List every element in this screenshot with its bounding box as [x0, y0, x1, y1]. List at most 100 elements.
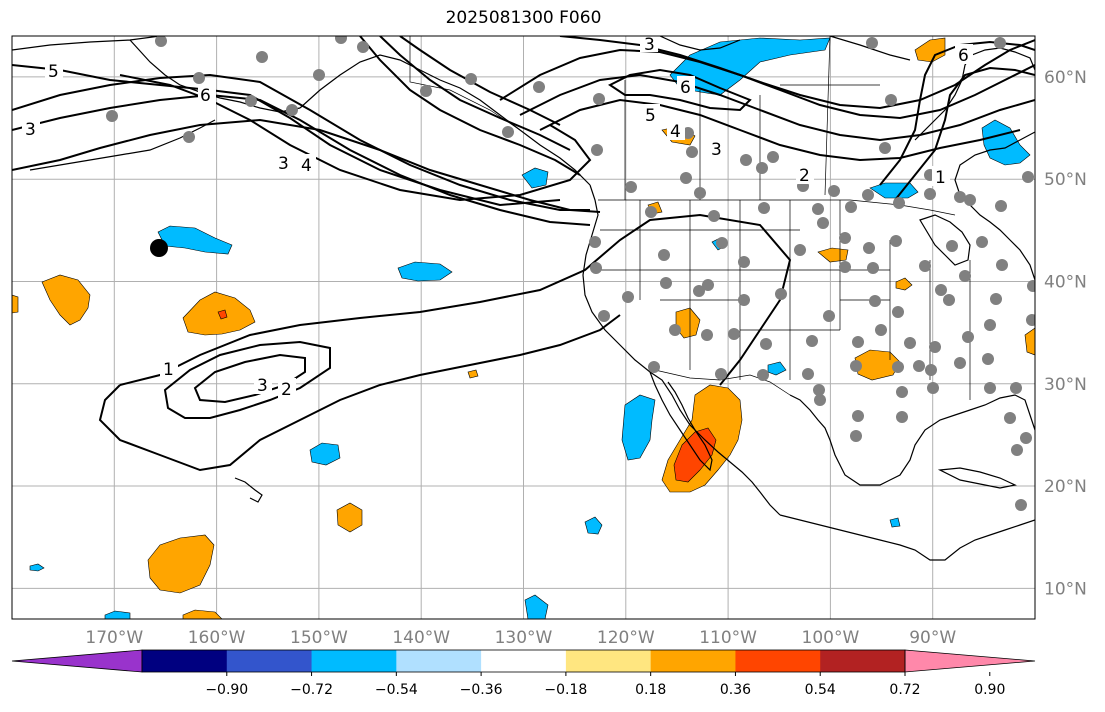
station-dot [817, 217, 829, 229]
lon-label-4: 130°W [495, 628, 553, 648]
border-us-mexico [654, 369, 791, 396]
station-dot [982, 353, 994, 365]
contour-line-east-2 [894, 66, 1035, 201]
anomaly-orange-kansas [817, 247, 849, 263]
lon-label-2: 150°W [290, 628, 348, 648]
station-dot [106, 110, 118, 122]
station-dot [767, 151, 779, 163]
station-dot [758, 202, 770, 214]
lat-label-0: 10°N [1044, 579, 1087, 599]
colorbar: −0.90 −0.72 −0.54 −0.36 −0.18 0.18 0.36 0.54 0.7… [11, 649, 1036, 698]
colorbar-tick-label: 0.18 [635, 682, 666, 698]
colorbar-segment [565, 650, 652, 672]
station-dot [598, 310, 610, 322]
contour-line-3-main [12, 93, 591, 226]
station-dot [658, 249, 670, 261]
station-dot [622, 291, 634, 303]
station-dot [669, 324, 681, 336]
anomaly-blue-small-3 [104, 610, 131, 619]
station-dot [660, 277, 672, 289]
station-dots [106, 36, 1035, 511]
contour-label-3-north: 3 [644, 35, 655, 55]
colorbar-segment [142, 650, 228, 672]
lon-label-0: 170°W [85, 628, 143, 648]
anomaly-blue-alaska-north [669, 37, 831, 96]
station-dot [193, 72, 205, 84]
colorbar-segment [820, 650, 906, 672]
station-dot [1010, 382, 1022, 394]
contour-line-trough-2 [519, 73, 1035, 142]
station-dot [589, 236, 601, 248]
anomaly-blue-small-2 [524, 594, 549, 619]
station-dot [1022, 171, 1034, 183]
longitude-labels: 170°W 160°W 150°W 140°W 130°W 120°W 110°W 100°W… [85, 628, 956, 648]
station-dot [313, 69, 325, 81]
anomaly-blue-small-1 [584, 516, 603, 535]
station-dot [814, 394, 826, 406]
station-dot [850, 430, 862, 442]
station-dot [954, 191, 966, 203]
station-dot [1004, 412, 1016, 424]
station-dot [775, 288, 787, 300]
gridlines [12, 36, 1035, 619]
station-dot [245, 95, 257, 107]
station-dot [715, 368, 727, 380]
anomaly-orange-pacific-6 [12, 294, 19, 314]
contour-line-trough-3 [499, 48, 1035, 120]
station-dot [913, 360, 925, 372]
anomaly-blue-small-7 [889, 517, 901, 528]
station-dot [256, 51, 268, 63]
anomaly-blue-bc [521, 167, 549, 189]
contour-label-3-west: 3 [25, 120, 36, 140]
contour-label-6-north: 6 [680, 78, 691, 98]
contour-label-1-pacific: 1 [163, 360, 174, 380]
political-borders [409, 36, 971, 400]
station-dot [756, 162, 768, 174]
colorbar-tick-label: −0.72 [290, 682, 333, 698]
anomaly-blue-pacific-mid [397, 261, 453, 282]
station-dot [959, 270, 971, 282]
station-dot [694, 187, 706, 199]
station-dot [813, 384, 825, 396]
station-dot [708, 210, 720, 222]
latitude-labels: 10°N 20°N 30°N 40°N 50°N 60°N [1044, 68, 1087, 599]
colorbar-tick-label: 0.54 [805, 682, 836, 698]
anomaly-orange-pacific-3 [147, 534, 215, 594]
station-dot [852, 336, 864, 348]
colorbar-segment [226, 650, 313, 672]
station-dot [1015, 499, 1027, 511]
station-dot [896, 411, 908, 423]
station-dot [625, 181, 637, 193]
anomaly-orange-pacific-1 [41, 274, 91, 326]
anomaly-red-baja-core [673, 427, 717, 483]
border-us-states [600, 200, 971, 400]
coastline-baja [649, 371, 713, 472]
contour-line-3-pacific [193, 353, 306, 404]
station-dot [465, 73, 477, 85]
station-dot [924, 188, 936, 200]
colorbar-extend-low [11, 649, 143, 673]
border-canada-provinces [624, 36, 880, 200]
station-dot [533, 81, 545, 93]
contour-labels: 5 6 3 3 4 1 3 2 3 6 5 4 3 2 1 6 [22, 34, 973, 400]
contour-label-5-north: 5 [645, 106, 656, 126]
station-dot [892, 361, 904, 373]
station-dot [716, 237, 728, 249]
contour-label-2-pacific: 2 [281, 380, 292, 400]
station-dot [943, 294, 955, 306]
station-dot [728, 328, 740, 340]
station-dot [893, 197, 905, 209]
station-dot [863, 242, 875, 254]
station-dot [1011, 444, 1023, 456]
contour-label-1-east: 1 [935, 168, 946, 188]
station-dot [420, 85, 432, 97]
lat-label-1: 20°N [1044, 477, 1087, 497]
station-dot [693, 285, 705, 297]
station-dot [984, 382, 996, 394]
colorbar-segment [311, 650, 397, 672]
station-dot [593, 93, 605, 105]
contour-line-4-main [12, 73, 590, 211]
anomaly-orange-southeast [1024, 327, 1035, 356]
coastline-westcoast [582, 184, 781, 516]
